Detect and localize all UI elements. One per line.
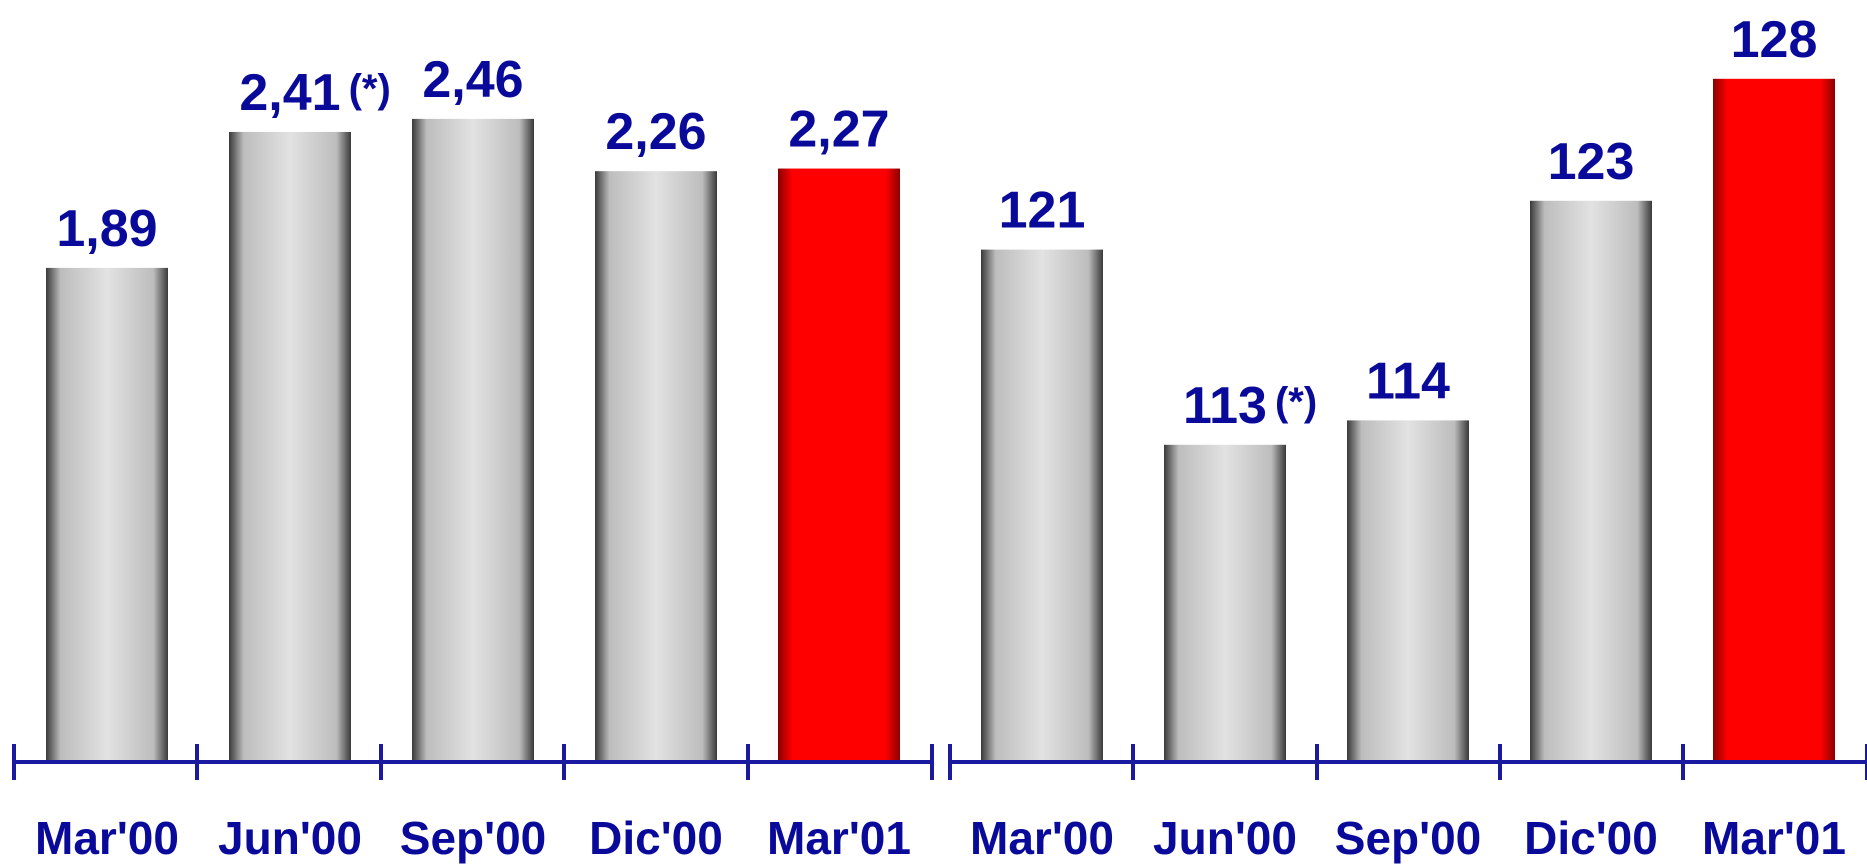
bar-2-5 — [1713, 78, 1835, 763]
value-label-2-5: 128 — [1731, 11, 1818, 69]
x-tick-label-2-1: Mar'00 — [970, 812, 1114, 864]
x-tick-label-2-3: Sep'00 — [1335, 812, 1481, 864]
value-label-1-5: 2,27 — [788, 101, 889, 159]
value-label-1-3: 2,46 — [422, 51, 523, 109]
bar-1-3 — [412, 118, 534, 762]
value-label-1-2: 2,41 — [239, 64, 340, 122]
x-tick-label-1-2: Jun'00 — [218, 812, 362, 864]
value-label-2-2: 113 — [1183, 377, 1267, 435]
value-label-1-4: 2,26 — [605, 103, 706, 161]
x-tick-label-1-5: Mar'01 — [767, 812, 911, 864]
bar-1-2 — [229, 131, 351, 762]
bar-1-1 — [46, 267, 168, 762]
value-label-1-1: 1,89 — [56, 200, 157, 258]
x-tick-label-2-4: Dic'00 — [1524, 812, 1658, 864]
x-tick-label-2-5: Mar'01 — [1702, 812, 1846, 864]
bars-layer — [46, 78, 1835, 763]
x-tick-label-1-4: Dic'00 — [589, 812, 723, 864]
x-tick-label-1-1: Mar'00 — [35, 812, 179, 864]
bar-1-5 — [778, 168, 900, 763]
bar-1-4 — [595, 171, 717, 762]
footnote-marker-2-2: (*) — [1275, 380, 1317, 424]
bar-2-4 — [1530, 200, 1652, 763]
footnote-marker-1-2: (*) — [349, 67, 391, 111]
x-tick-label-2-2: Jun'00 — [1153, 812, 1297, 864]
x-tick-label-1-3: Sep'00 — [400, 812, 546, 864]
bar-2-2 — [1164, 444, 1286, 762]
bar-2-1 — [981, 249, 1103, 763]
bar-2-3 — [1347, 420, 1469, 762]
value-label-2-4: 123 — [1548, 133, 1635, 191]
value-label-2-1: 121 — [999, 182, 1086, 240]
value-label-2-3: 114 — [1366, 352, 1450, 410]
axes-layer — [12, 744, 1867, 780]
